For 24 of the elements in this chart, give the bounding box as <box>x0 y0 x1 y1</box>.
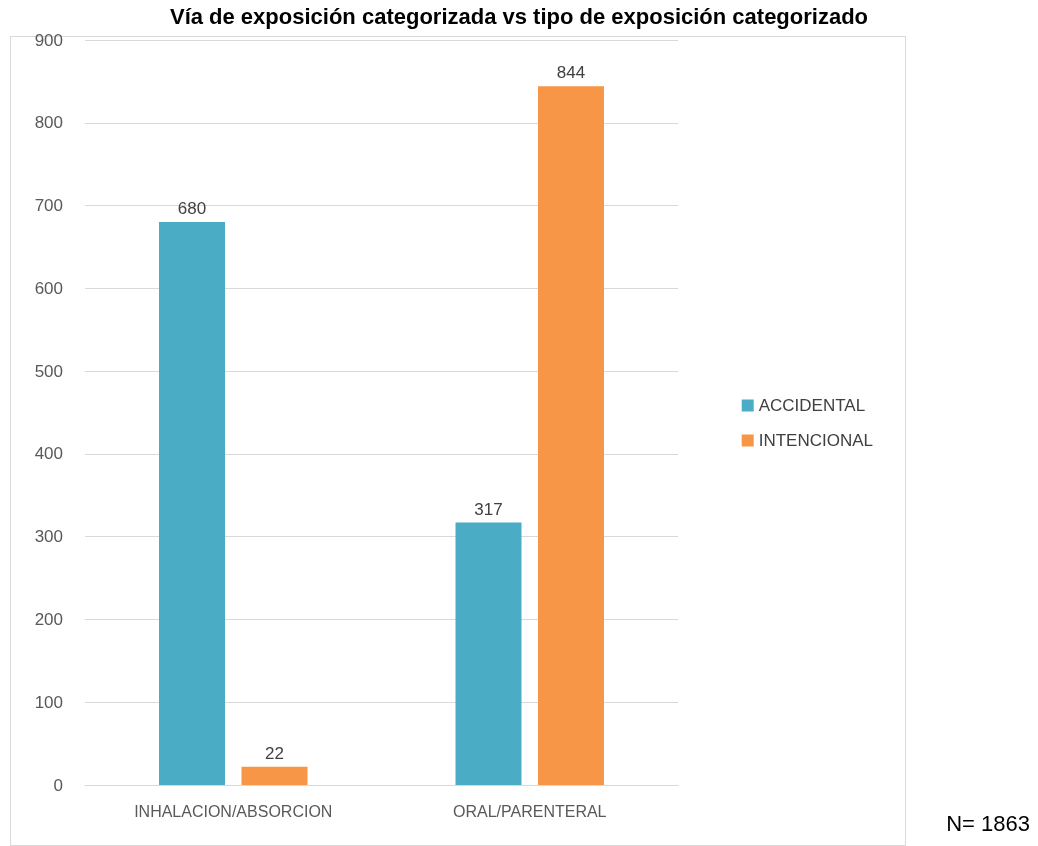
y-tick-label: 700 <box>34 196 63 216</box>
y-tick-label: 400 <box>34 444 63 464</box>
y-tick-label: 500 <box>34 361 63 381</box>
data-label: 680 <box>177 199 207 219</box>
x-tick-label: ORAL/PARENTERAL <box>452 802 607 820</box>
y-tick-label: 800 <box>34 113 63 133</box>
y-tick-label: 200 <box>34 609 63 629</box>
bar <box>241 766 308 785</box>
y-tick-label: 100 <box>34 692 63 712</box>
bar <box>538 86 604 785</box>
data-label: 22 <box>265 743 284 763</box>
data-label: 317 <box>474 499 503 519</box>
chart-title: Vía de exposición categorizada vs tipo de exposición categorizado <box>169 3 869 29</box>
bar <box>159 222 225 785</box>
legend-label: ACCIDENTAL <box>758 396 866 415</box>
x-tick-label: INHALACION/ABSORCION <box>134 802 333 820</box>
y-tick-label: 900 <box>34 30 63 50</box>
legend-label: INTENCIONAL <box>758 431 873 450</box>
y-tick-label: 300 <box>34 527 63 547</box>
bar <box>455 522 522 785</box>
y-tick-label: 600 <box>34 278 63 298</box>
data-label: 844 <box>556 63 586 83</box>
y-tick-label: 0 <box>53 775 63 795</box>
text: N= 1863 <box>946 810 1031 836</box>
